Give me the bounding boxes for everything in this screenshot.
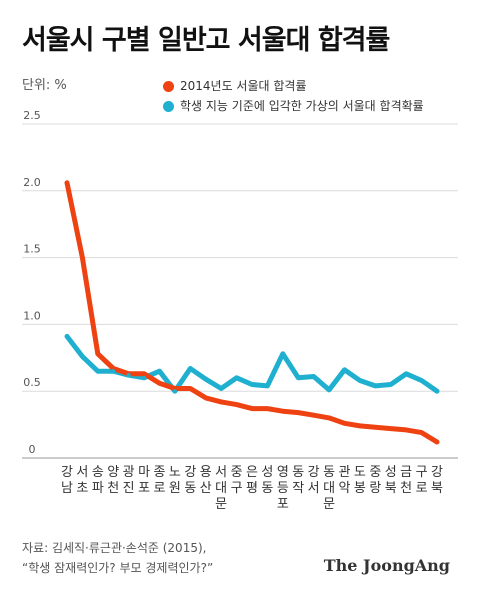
series-1-point [157,381,162,386]
source-line-2: “학생 잠재력인가? 부모 경제력인가?” [22,561,214,575]
source-note: 자료: 김세직·류근관·손석준 (2015), “학생 잠재력인가? 부모 경제… [22,538,213,578]
series-1-point [203,395,208,400]
legend-dot-blue-icon [163,100,174,112]
series-2-point [219,386,224,391]
y-tick-label: 0 [29,443,36,456]
legend: 2014년도 서울대 합격률 학생 지능 기준에 입각한 가상의 서울대 합격확… [163,76,424,116]
series-1-point [188,386,193,391]
series-2-point [111,369,116,374]
series-1-point [342,421,347,426]
y-tick-label: 1.0 [23,309,41,322]
series-2-point [419,378,424,383]
series-2-point [172,389,177,394]
series-1-point [65,180,69,185]
series-2-point [188,366,193,371]
series-2-point [250,382,254,387]
legend-item-2014: 2014년도 서울대 합격률 [163,76,424,96]
series-1-point [327,415,332,420]
series-2-point [234,375,239,380]
series-2-point [404,371,409,376]
series-1-point [435,439,439,444]
source-line-1: 자료: 김세직·류근관·손석준 (2015), [22,541,207,555]
series-line-1 [64,180,440,445]
series-1-point [311,413,316,418]
series-2-point [280,351,285,356]
series-2-point [95,369,100,374]
series-1-point [296,410,301,415]
series-1-point [80,255,85,260]
series-2-point [327,387,332,392]
series-1-point [95,351,100,356]
chart-title: 서울시 구별 일반고 서울대 합격률 [22,25,390,56]
y-tick-label: 0.5 [23,376,41,389]
legend-dot-red-icon [163,80,174,92]
series-2-point [373,383,378,388]
series-2-point [80,354,85,359]
series-2-point [435,389,439,394]
series-1-point [265,406,270,411]
legend-label-2014: 2014년도 서울대 합격률 [180,79,307,93]
series-1-point [219,399,224,404]
series-2-point [388,382,393,387]
series-2-point [65,334,69,339]
series-2-point [203,377,208,382]
unit-label: 단위: % [22,78,67,93]
series-2-point [157,369,162,374]
joongang-logo: The JoongAng [323,556,450,575]
y-tick-label: 1.5 [23,243,41,256]
series-1-point [373,425,378,430]
series-2-point [342,367,347,372]
series-2-point [126,373,131,378]
series-2-point [357,378,362,383]
series-1-point [234,402,239,407]
series-1-point [388,426,393,431]
series-2-point [265,383,270,388]
legend-item-virtual: 학생 지능 기준에 입각한 가상의 서울대 합격확률 [163,96,424,116]
series-2-point [311,374,316,379]
series-1-point [280,409,285,414]
y-tick-label: 2.0 [23,176,41,189]
series-2-point [142,375,147,380]
series-1-point [357,423,362,428]
series-2-point [296,375,301,380]
y-tick-label: 2.5 [23,109,41,122]
series-1-point [404,427,409,432]
series-1-point [142,371,147,376]
series-1-point [250,406,254,411]
series-1-point [419,430,424,435]
legend-label-virtual: 학생 지능 기준에 입각한 가상의 서울대 합격확률 [180,99,424,113]
